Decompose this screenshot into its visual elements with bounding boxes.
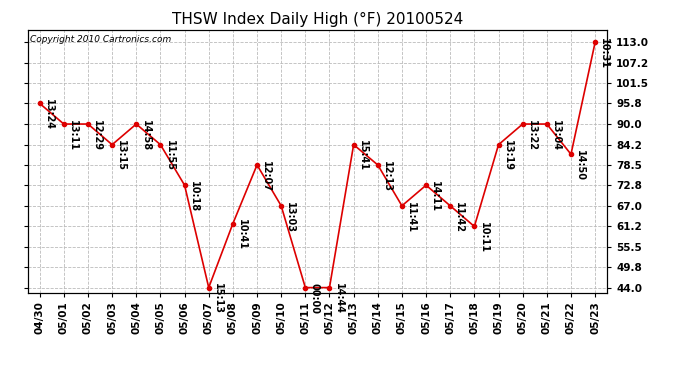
Title: THSW Index Daily High (°F) 20100524: THSW Index Daily High (°F) 20100524 [172, 12, 463, 27]
Text: 00:00: 00:00 [310, 284, 319, 314]
Text: 10:11: 10:11 [479, 222, 489, 253]
Text: 12:29: 12:29 [92, 120, 102, 151]
Text: 13:11: 13:11 [68, 120, 78, 151]
Text: Copyright 2010 Cartronics.com: Copyright 2010 Cartronics.com [30, 35, 172, 44]
Text: 14:50: 14:50 [575, 150, 585, 181]
Text: 13:19: 13:19 [503, 141, 513, 171]
Text: 13:03: 13:03 [286, 202, 295, 232]
Text: 13:22: 13:22 [527, 120, 537, 151]
Text: 10:41: 10:41 [237, 219, 247, 251]
Text: 14:11: 14:11 [431, 181, 440, 212]
Text: 10:18: 10:18 [189, 181, 199, 212]
Text: 13:15: 13:15 [117, 141, 126, 171]
Text: 15:13: 15:13 [213, 284, 223, 314]
Text: 15:41: 15:41 [358, 141, 368, 171]
Text: 13:04: 13:04 [551, 120, 561, 151]
Text: 14:44: 14:44 [334, 284, 344, 314]
Text: 12:07: 12:07 [262, 161, 271, 192]
Text: 11:55: 11:55 [165, 141, 175, 171]
Text: 13:24: 13:24 [44, 99, 54, 130]
Text: 11:41: 11:41 [406, 202, 416, 232]
Text: 11:42: 11:42 [455, 202, 464, 232]
Text: 10:31: 10:31 [600, 38, 609, 69]
Text: 12:13: 12:13 [382, 161, 392, 192]
Text: 14:58: 14:58 [141, 120, 150, 151]
